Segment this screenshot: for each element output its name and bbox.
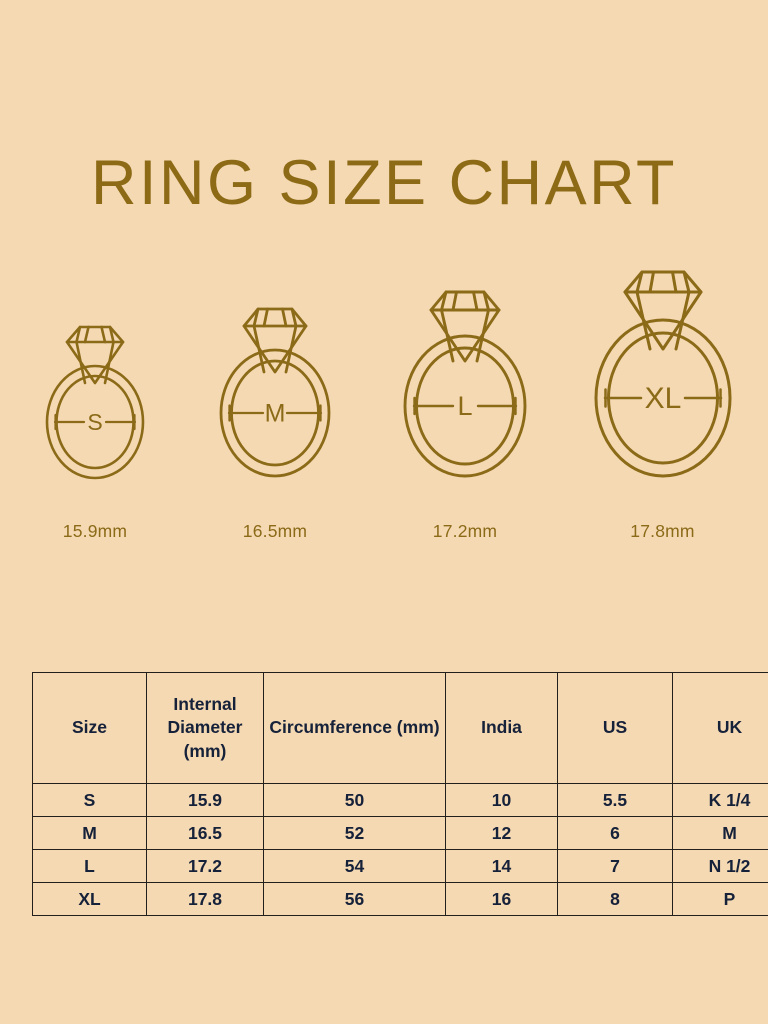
cell-india: 12 [445,816,558,850]
ring-caption-xl: 17.8mm [630,521,695,541]
cell-diameter: 16.5 [146,816,264,850]
size-table-container: Size Internal Diameter (mm) Circumferenc… [32,672,768,916]
cell-uk: M [672,816,768,850]
table-header: Size Internal Diameter (mm) Circumferenc… [32,672,768,784]
ring-letter-s: S [87,409,102,435]
cell-size: M [32,816,147,850]
cell-india: 16 [445,882,558,916]
ring-size-table: Size Internal Diameter (mm) Circumferenc… [32,672,768,916]
table-header-row: Size Internal Diameter (mm) Circumferenc… [32,672,768,784]
cell-uk: K 1/4 [672,783,768,817]
ring-size-item-l: L 17.2mm [380,290,550,550]
cell-circumference: 52 [263,816,446,850]
header-india: India [445,672,558,784]
ring-size-item-m: M 16.5mm [195,300,355,550]
cell-circumference: 56 [263,882,446,916]
ring-size-illustrations: S 15.9mm [0,270,768,550]
ring-letter-xl: XL [644,382,681,415]
header-uk: UK [672,672,768,784]
header-us: US [557,672,673,784]
header-size: Size [32,672,147,784]
cell-diameter: 15.9 [146,783,264,817]
table-body: S 15.9 50 10 5.5 K 1/4 M 16.5 52 12 6 M … [32,783,768,916]
cell-circumference: 54 [263,849,446,883]
cell-size: XL [32,882,147,916]
cell-us: 5.5 [557,783,673,817]
table-row: L 17.2 54 14 7 N 1/2 [32,849,768,883]
table-row: XL 17.8 56 16 8 P [32,882,768,916]
page-title: RING SIZE CHART [91,148,677,218]
cell-diameter: 17.2 [146,849,264,883]
ring-size-item-s: S 15.9mm [20,300,170,550]
cell-diameter: 17.8 [146,882,264,916]
ring-letter-m: M [265,400,286,428]
table-row: S 15.9 50 10 5.5 K 1/4 [32,783,768,817]
cell-india: 10 [445,783,558,817]
ring-diamond-icon-s: S [36,302,154,492]
cell-us: 7 [557,849,673,883]
cell-us: 8 [557,882,673,916]
ring-diamond-icon-l: L [393,264,537,492]
ring-caption-m: 16.5mm [242,521,308,541]
table-row: M 16.5 52 12 6 M [32,816,768,850]
ring-diamond-icon-m: M [209,282,341,492]
cell-uk: P [672,882,768,916]
ring-caption-s: 15.9mm [62,521,128,541]
cell-us: 6 [557,816,673,850]
ring-caption-l: 17.2mm [432,521,498,541]
header-internal-diameter: Internal Diameter (mm) [146,672,264,784]
cell-size: S [32,783,147,817]
ring-diamond-icon-xl: XL [583,242,743,492]
ring-size-item-xl: XL 17.8mm [570,270,755,550]
ring-letter-l: L [457,391,472,421]
cell-india: 14 [445,849,558,883]
cell-circumference: 50 [263,783,446,817]
header-circumference: Circumference (mm) [263,672,446,784]
cell-size: L [32,849,147,883]
cell-uk: N 1/2 [672,849,768,883]
